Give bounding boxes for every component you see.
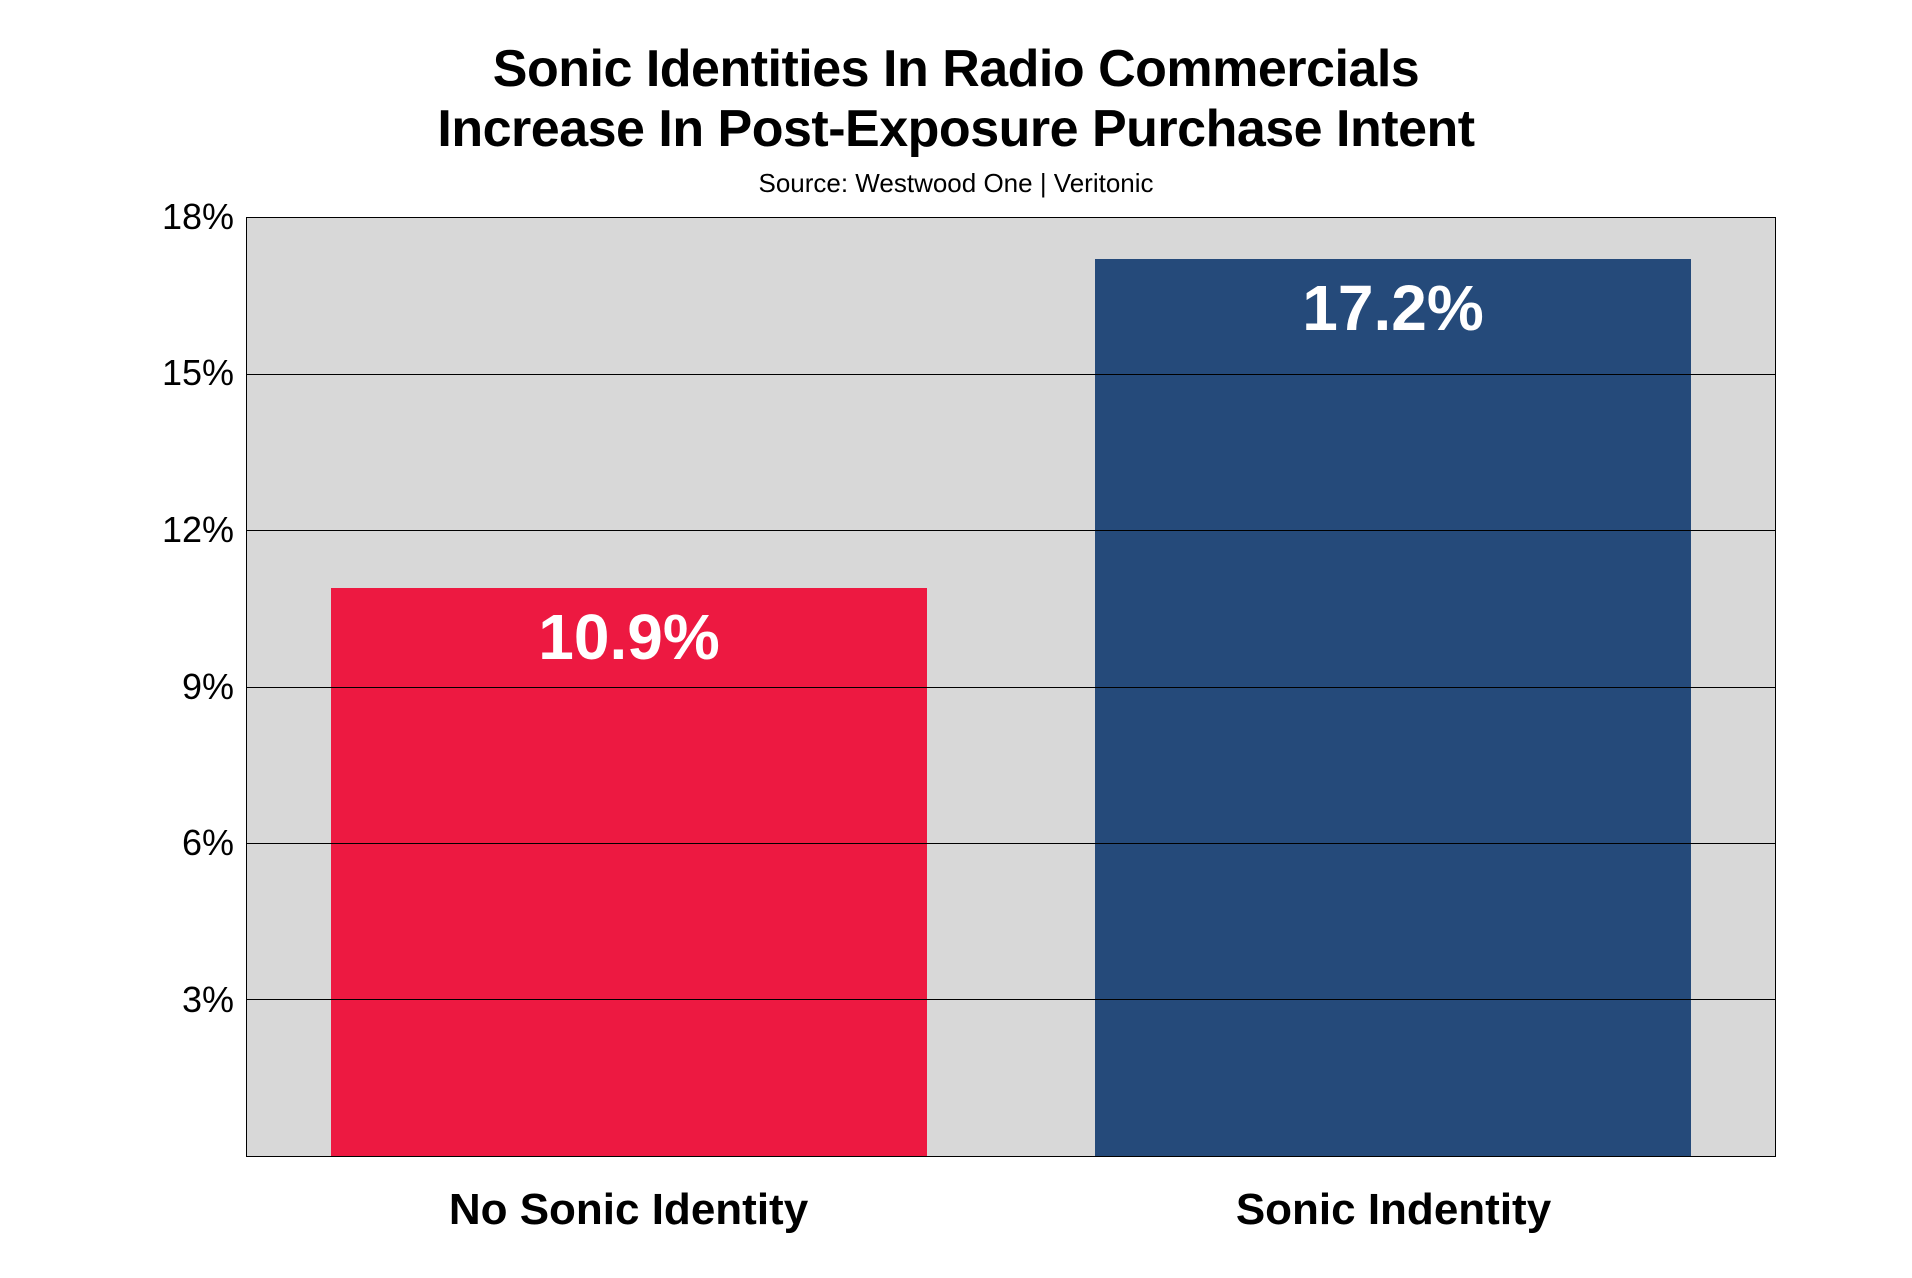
x-axis-label: Sonic Indentity xyxy=(1011,1185,1776,1235)
ytick-label: 9% xyxy=(182,666,234,708)
grid-line xyxy=(247,530,1775,531)
chart-subtitle: Source: Westwood One | Veritonic xyxy=(106,168,1806,199)
chart-title-line1: Sonic Identities In Radio Commercials xyxy=(106,40,1806,100)
grid-line xyxy=(247,374,1775,375)
ytick-label: 12% xyxy=(162,509,234,551)
chart-title: Sonic Identities In Radio Commercials In… xyxy=(106,40,1806,160)
grid-line xyxy=(247,687,1775,688)
ytick-label: 18% xyxy=(162,196,234,238)
bar-value-label: 17.2% xyxy=(1302,271,1483,345)
grid-line xyxy=(247,843,1775,844)
x-axis-label: No Sonic Identity xyxy=(246,1185,1011,1235)
y-axis: 3%6%9%12%15%18% xyxy=(106,217,246,1157)
bar: 17.2% xyxy=(1095,259,1691,1155)
x-axis: No Sonic IdentitySonic Indentity xyxy=(246,1185,1776,1235)
bar-value-label: 10.9% xyxy=(538,600,719,674)
chart-title-line2: Increase In Post-Exposure Purchase Inten… xyxy=(106,100,1806,160)
ytick-label: 6% xyxy=(182,822,234,864)
chart-container: Sonic Identities In Radio Commercials In… xyxy=(106,40,1806,1157)
ytick-label: 3% xyxy=(182,979,234,1021)
ytick-label: 15% xyxy=(162,352,234,394)
grid-line xyxy=(247,999,1775,1000)
plot-outer: 3%6%9%12%15%18% 10.9%17.2% No Sonic Iden… xyxy=(106,217,1806,1157)
bar: 10.9% xyxy=(331,588,927,1156)
plot-area: 10.9% 17.2% xyxy=(246,217,1776,1157)
